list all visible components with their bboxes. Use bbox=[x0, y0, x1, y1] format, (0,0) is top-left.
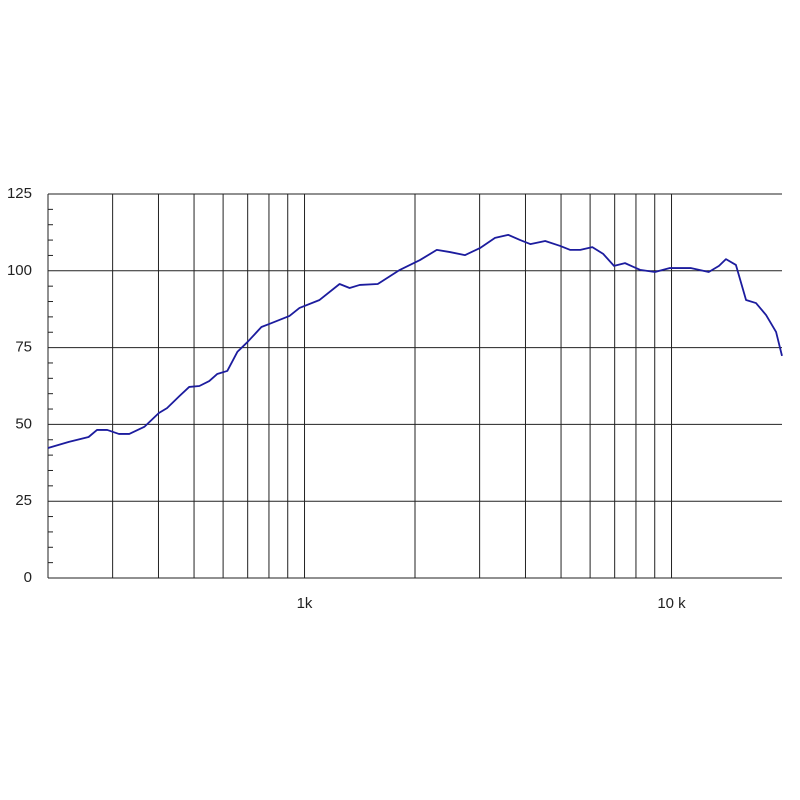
y-tick-label: 100 bbox=[7, 262, 32, 279]
x-tick-label: 1k bbox=[297, 595, 313, 612]
x-tick-label: 10 k bbox=[657, 595, 686, 612]
y-tick-label: 125 bbox=[7, 185, 32, 202]
y-tick-label: 50 bbox=[15, 415, 32, 432]
y-tick-label: 0 bbox=[24, 569, 32, 586]
data-line bbox=[47, 233, 783, 449]
y-tick-label: 25 bbox=[15, 492, 32, 509]
y-tick-label: 75 bbox=[15, 339, 32, 356]
